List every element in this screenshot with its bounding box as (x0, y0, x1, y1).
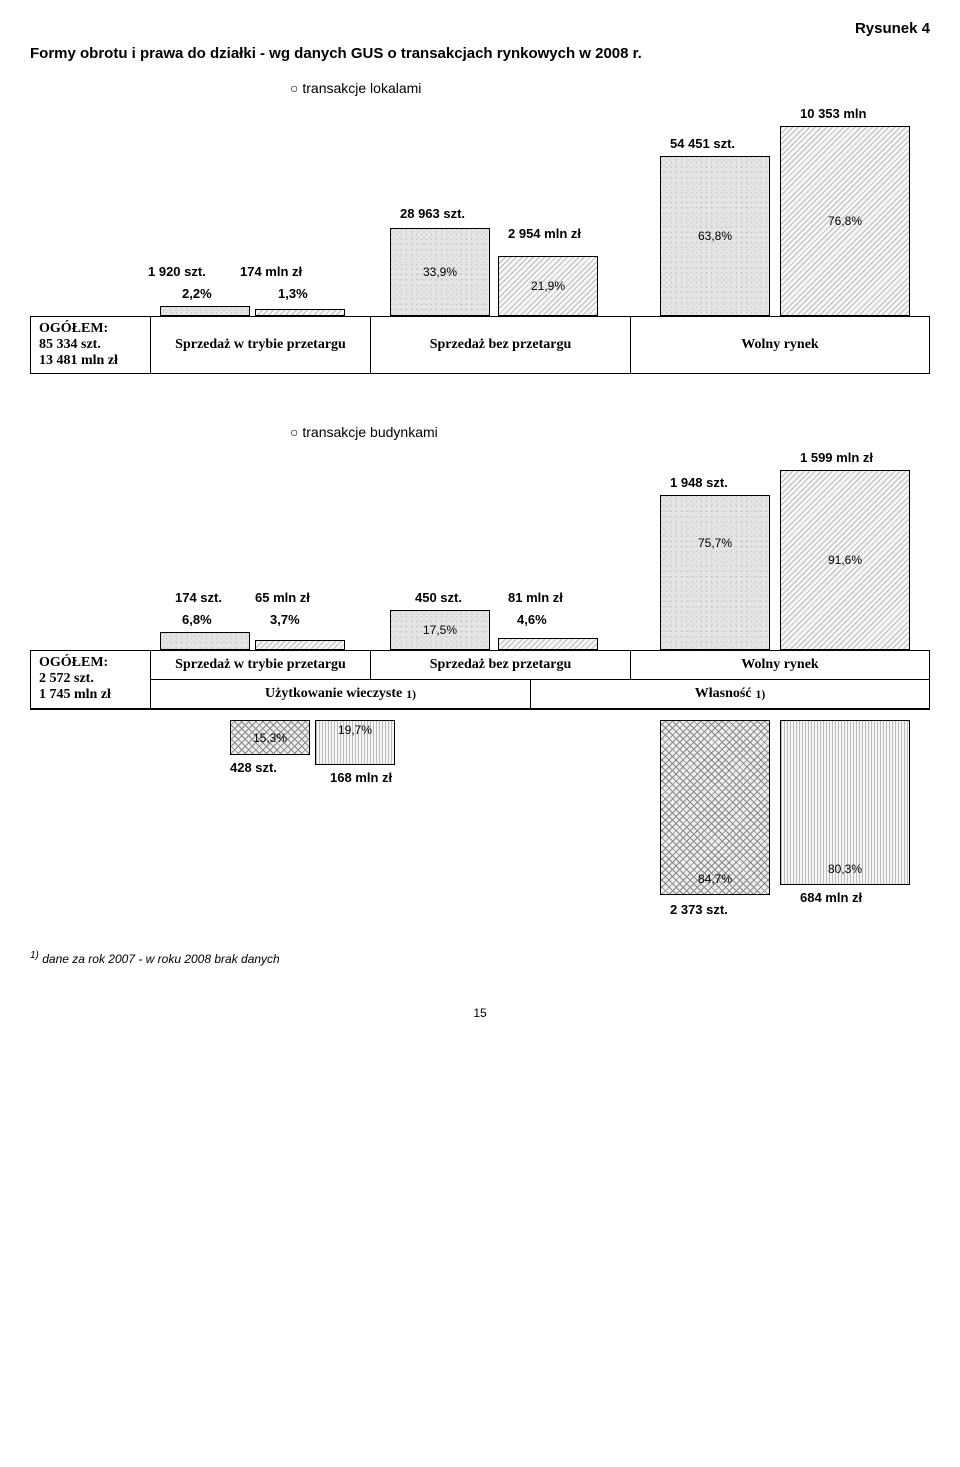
header-bez-b: Sprzedaż bez przetargu (371, 651, 631, 679)
footnote-sup: 1) (30, 950, 39, 961)
wolny-mln-pct: 76,8% (828, 214, 862, 228)
tryb-szt-pct-b: 6,8% (182, 612, 212, 627)
table-budynkami: OGÓŁEM: 2 572 szt. 1 745 mln zł Sprzedaż… (30, 650, 930, 710)
wolny-mln-value: 10 353 mln (800, 106, 867, 121)
wlas-szt-pct: 84,7% (698, 872, 732, 886)
tryb-mln-value-b: 65 mln zł (255, 590, 310, 605)
bez-mln-bar-b (498, 638, 598, 650)
ogolem-l1: OGÓŁEM: (39, 321, 142, 337)
figure-number: Rysunek 4 (30, 20, 930, 37)
ogolem-b-l3: 1 745 mln zł (39, 687, 142, 703)
header-wolny: Wolny rynek (631, 317, 929, 373)
main-title: Formy obrotu i prawa do działki - wg dan… (30, 45, 930, 62)
footnote-text: dane za rok 2007 - w roku 2008 brak dany… (42, 952, 279, 966)
footnote: 1) dane za rok 2007 - w roku 2008 brak d… (30, 950, 930, 966)
wolny-szt-bar-b: 75,7% (660, 495, 770, 650)
tryb-mln-bar (255, 309, 345, 316)
bez-szt-value: 28 963 szt. (400, 206, 465, 221)
bez-szt-bar: 33,9% (390, 228, 490, 316)
tryb-mln-pct-b: 3,7% (270, 612, 300, 627)
wolny-mln-bar: 76,8% (780, 126, 910, 316)
wlas-mln-value: 684 mln zł (800, 890, 862, 905)
tryb-szt-bar-b (160, 632, 250, 650)
sup-wlas: 1) (756, 688, 766, 701)
uzyt-szt-pct: 15,3% (253, 731, 287, 745)
bez-mln-pct-b: 4,6% (517, 612, 547, 627)
header-bez: Sprzedaż bez przetargu (371, 317, 631, 373)
ogolem-b-l1: OGÓŁEM: (39, 655, 142, 671)
sup-uzyt: 1) (406, 688, 416, 701)
wolny-szt-bar: 63,8% (660, 156, 770, 316)
table-lokalami: OGÓŁEM: 85 334 szt. 13 481 mln zł Sprzed… (30, 316, 930, 374)
header-uzyt-text: Użytkowanie wieczyste (265, 686, 402, 702)
bez-mln-bar: 21,9% (498, 256, 598, 316)
wolny-szt-value: 54 451 szt. (670, 136, 735, 151)
wolny-szt-value-b: 1 948 szt. (670, 475, 728, 490)
header-tryb: Sprzedaż w trybie przetargu (151, 317, 371, 373)
tryb-mln-bar-b (255, 640, 345, 650)
bez-mln-pct: 21,9% (531, 279, 565, 293)
wlas-szt-value: 2 373 szt. (670, 902, 728, 917)
wolny-mln-pct-b: 91,6% (828, 553, 862, 567)
uzyt-mln-bar: 19,7% (315, 720, 395, 765)
bez-mln-value: 2 954 mln zł (508, 226, 581, 241)
chart-tenure: 15,3% 19,7% 428 szt. 168 mln zł 84,7% 80… (30, 720, 930, 920)
tryb-szt-value: 1 920 szt. (148, 264, 206, 279)
uzyt-szt-bar: 15,3% (230, 720, 310, 755)
bez-szt-value-b: 450 szt. (415, 590, 462, 605)
bez-mln-value-b: 81 mln zł (508, 590, 563, 605)
header-tryb-b: Sprzedaż w trybie przetargu (151, 651, 371, 679)
wlas-szt-bar: 84,7% (660, 720, 770, 895)
wlas-mln-pct: 80,3% (828, 862, 862, 876)
wlas-mln-bar: 80,3% (780, 720, 910, 885)
ogolem-l3: 13 481 mln zł (39, 353, 142, 369)
tryb-mln-value: 174 mln zł (240, 264, 302, 279)
ogolem-l2: 85 334 szt. (39, 337, 142, 353)
header-wlas: Własność 1) (531, 680, 929, 708)
subtitle-lokalami: transakcje lokalami (290, 80, 930, 96)
tryb-mln-pct: 1,3% (278, 286, 308, 301)
header-wlas-text: Własność (695, 686, 752, 702)
wolny-mln-value-b: 1 599 mln zł (800, 450, 873, 465)
uzyt-mln-pct: 19,7% (338, 723, 372, 737)
tryb-szt-value-b: 174 szt. (175, 590, 222, 605)
bez-szt-bar-b: 17,5% (390, 610, 490, 650)
wolny-szt-pct-b: 75,7% (698, 536, 732, 550)
tryb-szt-pct: 2,2% (182, 286, 212, 301)
page-number: 15 (30, 1006, 930, 1020)
bez-szt-pct-b: 17,5% (423, 623, 457, 637)
uzyt-mln-value: 168 mln zł (330, 770, 392, 785)
uzyt-szt-value: 428 szt. (230, 760, 277, 775)
chart-lokalami: 10 353 mln 76,8% 54 451 szt. 63,8% 28 96… (30, 106, 930, 316)
subtitle-budynkami: transakcje budynkami (290, 424, 930, 440)
chart-budynkami: 1 599 mln zł 91,6% 1 948 szt. 75,7% 174 … (30, 450, 930, 650)
bez-szt-pct: 33,9% (423, 265, 457, 279)
wolny-szt-pct: 63,8% (698, 229, 732, 243)
ogolem-b-l2: 2 572 szt. (39, 671, 142, 687)
wolny-mln-bar-b: 91,6% (780, 470, 910, 650)
header-wolny-b: Wolny rynek (631, 651, 929, 679)
tryb-szt-bar (160, 306, 250, 316)
header-uzyt: Użytkowanie wieczyste 1) (151, 680, 531, 708)
